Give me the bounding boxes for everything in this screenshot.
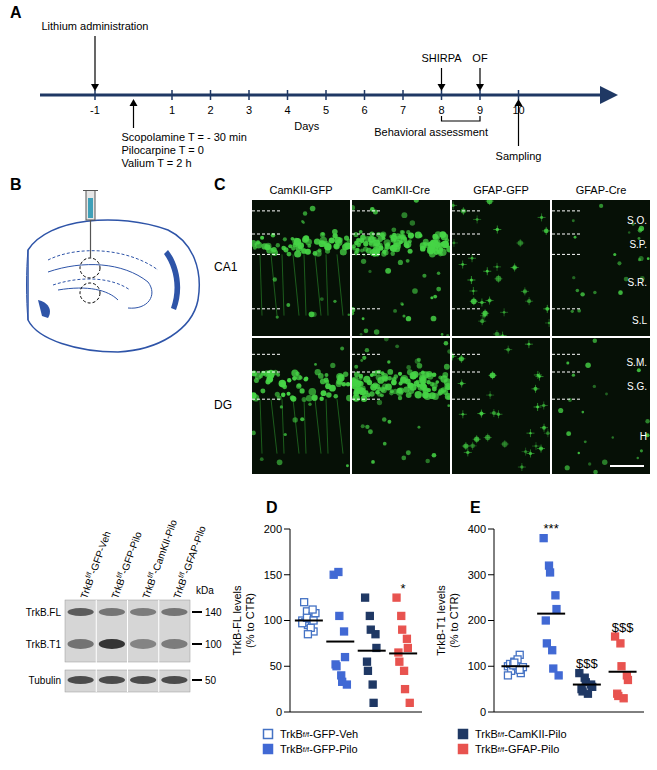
html-text:-GFP-Veh: -GFP-Veh (87, 529, 113, 576)
html-text:D: D (266, 499, 278, 516)
svg-text:TrkB.FL: TrkB.FL (26, 607, 62, 618)
svg-text:(% to CTR): (% to CTR) (244, 593, 256, 648)
html-text:TrkB: TrkB (109, 577, 127, 601)
svg-text:Tubulin: Tubulin (29, 675, 61, 686)
svg-text:S.G.: S.G. (627, 381, 647, 392)
svg-text:TrkB-FL levels: TrkB-FL levels (231, 585, 243, 656)
svg-text:50: 50 (205, 675, 217, 686)
svg-text:6: 6 (361, 104, 367, 116)
html-text:TrkB: TrkB (171, 577, 190, 601)
html-text:TrkB: TrkB (77, 577, 96, 601)
svg-text:200: 200 (468, 614, 486, 626)
svg-text:S.R.: S.R. (628, 277, 647, 288)
svg-text:300: 300 (468, 569, 486, 581)
svg-text:TrkB.T1: TrkB.T1 (26, 639, 62, 650)
svg-text:9: 9 (477, 104, 483, 116)
html-text:E: E (470, 499, 481, 516)
svg-text:100: 100 (468, 660, 486, 672)
svg-text:Behavioral assessment: Behavioral assessment (374, 126, 488, 138)
svg-text:Sampling: Sampling (496, 150, 542, 162)
svg-text:Days: Days (294, 120, 320, 132)
svg-text:200: 200 (264, 523, 282, 535)
html-text:TrkBf/f-GFP-Pilo: TrkBf/f-GFP-Pilo (280, 743, 358, 755)
svg-text:10: 10 (512, 104, 525, 116)
svg-text:50: 50 (270, 660, 282, 672)
html-text:TrkBf/f-CamKII-Pilo: TrkBf/f-CamKII-Pilo (475, 728, 567, 740)
svg-text:S.L: S.L (632, 315, 647, 326)
html-text:TrkBf/f-GFAP-Pilo: TrkBf/f-GFAP-Pilo (475, 743, 560, 755)
html-text:A: A (10, 4, 22, 21)
svg-text:Pilocarpine T = 0: Pilocarpine T = 0 (122, 144, 204, 156)
html-text:GFAP-Cre: GFAP-Cre (575, 184, 627, 196)
svg-text:4: 4 (284, 104, 290, 116)
svg-text:$$$: $$$ (612, 620, 634, 635)
svg-text:400: 400 (468, 523, 486, 535)
html-text:GFAP-GFP: GFAP-GFP (473, 184, 529, 196)
html-text:CamKII-GFP: CamKII-GFP (269, 184, 333, 196)
svg-text:1: 1 (169, 104, 175, 116)
html-text:f/f: f/f (83, 571, 93, 579)
html-text:-GFAP-Pilo: -GFAP-Pilo (180, 524, 209, 576)
html-text:-CamKII-Pilo: -CamKII-Pilo (149, 518, 180, 576)
svg-text:140: 140 (205, 607, 222, 618)
svg-text:S.P.: S.P. (629, 239, 647, 250)
html-text:TrkB: TrkB (140, 577, 158, 601)
svg-text:0: 0 (276, 706, 282, 718)
svg-text:3: 3 (246, 104, 252, 116)
svg-text:***: *** (544, 521, 559, 536)
html-text:B: B (10, 176, 22, 193)
html-text:f/f: f/f (177, 571, 186, 579)
svg-text:8: 8 (438, 104, 444, 116)
svg-text:TrkB-T1 levels: TrkB-T1 levels (435, 585, 447, 656)
svg-text:(% to CTR): (% to CTR) (448, 593, 460, 648)
html-text:f/f: f/f (115, 571, 124, 579)
html-text:DG: DG (214, 398, 232, 412)
html-text:TrkBf/f-GFP-Veh: TrkBf/f-GFP-Veh (280, 728, 359, 740)
svg-text:S.O.: S.O. (627, 215, 647, 226)
html-text:f/f: f/f (146, 571, 155, 579)
html-text:CA1: CA1 (214, 260, 238, 274)
svg-text:Lithium administration: Lithium administration (42, 20, 149, 32)
svg-text:-1: -1 (90, 104, 100, 116)
svg-text:S.M.: S.M. (626, 357, 647, 368)
svg-text:OF: OF (472, 52, 488, 64)
svg-text:150: 150 (264, 569, 282, 581)
svg-text:2: 2 (207, 104, 213, 116)
svg-text:SHIRPA: SHIRPA (421, 52, 462, 64)
svg-text:7: 7 (400, 104, 406, 116)
svg-text:100: 100 (264, 614, 282, 626)
html-text:kDa: kDa (196, 585, 214, 596)
html-text:CamKII-Cre: CamKII-Cre (372, 184, 430, 196)
svg-text:5: 5 (323, 104, 329, 116)
svg-text:100: 100 (205, 639, 222, 650)
html-text:C: C (214, 176, 226, 193)
svg-text:$$$: $$$ (576, 656, 598, 671)
svg-text:H: H (640, 431, 647, 442)
svg-text:*: * (401, 581, 406, 596)
svg-text:Valium T = 2 h: Valium T = 2 h (122, 157, 192, 169)
svg-text:Scopolamine T = - 30 min: Scopolamine T = - 30 min (122, 131, 247, 143)
html-text:-GFP-Pilo: -GFP-Pilo (118, 530, 144, 576)
svg-text:0: 0 (480, 706, 486, 718)
